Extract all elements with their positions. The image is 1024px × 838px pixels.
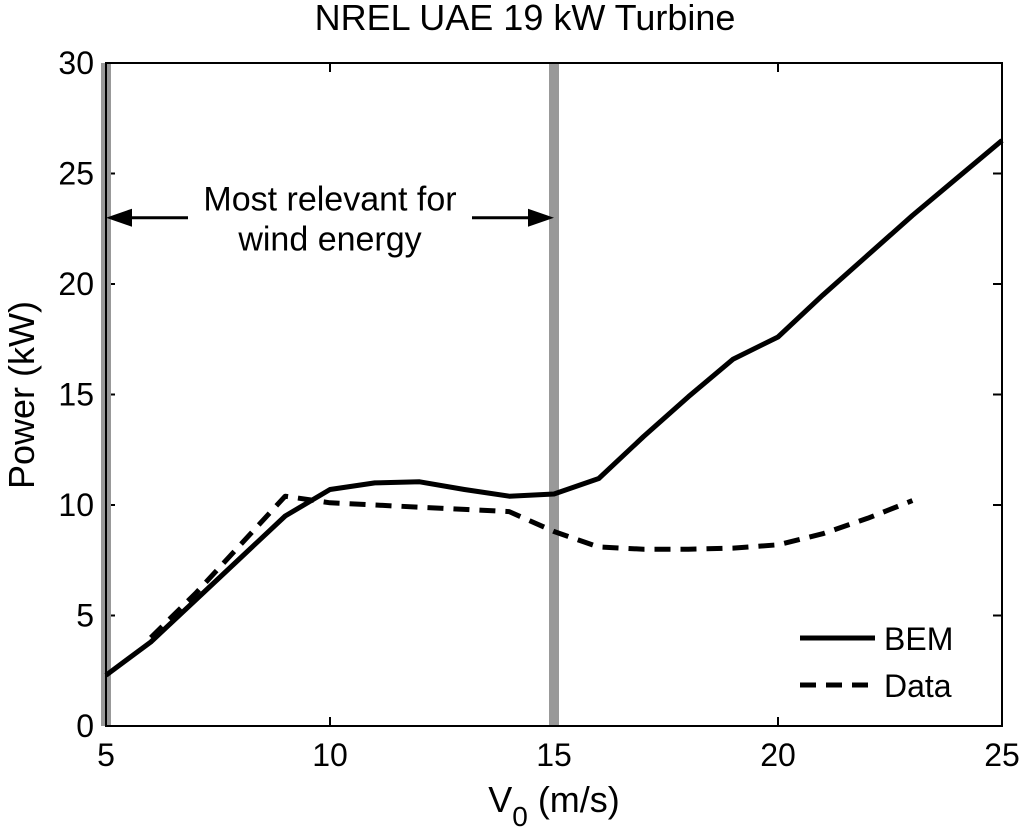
x-tick-labels: 5 10 15 20 25 xyxy=(97,737,1020,773)
chart-title: NREL UAE 19 kW Turbine xyxy=(315,0,736,38)
x-tick-label-20: 20 xyxy=(760,737,796,773)
legend-label-bem: BEM xyxy=(884,621,953,657)
y-tick-label-5: 5 xyxy=(76,598,94,634)
x-tick-label-10: 10 xyxy=(312,737,348,773)
legend: BEM Data xyxy=(790,618,998,714)
range-markers xyxy=(101,63,559,726)
plot-frame xyxy=(105,62,1003,727)
x-axis-label-main: V xyxy=(488,779,512,820)
y-tick-labels: 0 5 10 15 20 25 30 xyxy=(58,45,94,744)
legend-background xyxy=(790,618,998,714)
y-tick-label-10: 10 xyxy=(58,487,94,523)
annotation-arrowhead-right xyxy=(528,208,554,227)
series-line-bem xyxy=(104,138,1004,678)
x-tick-label-25: 25 xyxy=(984,737,1020,773)
x-axis-label: V0 (m/s) xyxy=(488,779,620,832)
x-axis-label-unit: (m/s) xyxy=(538,779,620,820)
annotation-text-line2: wind energy xyxy=(237,221,421,259)
y-tick-label-30: 30 xyxy=(58,45,94,81)
series-lines xyxy=(104,138,1004,678)
x-axis-label-subscript: 0 xyxy=(512,801,528,832)
x-tick-label-15: 15 xyxy=(536,737,572,773)
y-axis-label: Power (kW) xyxy=(1,301,42,489)
legend-label-data: Data xyxy=(884,668,952,704)
annotation-text-line1: Most relevant for xyxy=(203,181,456,219)
series-line-data xyxy=(149,493,914,640)
y-tick-label-15: 15 xyxy=(58,377,94,413)
y-tick-label-25: 25 xyxy=(58,156,94,192)
annotation: Most relevant for wind energy xyxy=(106,181,554,259)
y-tick-label-0: 0 xyxy=(76,708,94,744)
annotation-arrowhead-left xyxy=(106,208,132,227)
x-tick-label-5: 5 xyxy=(97,737,115,773)
y-tick-label-20: 20 xyxy=(58,266,94,302)
